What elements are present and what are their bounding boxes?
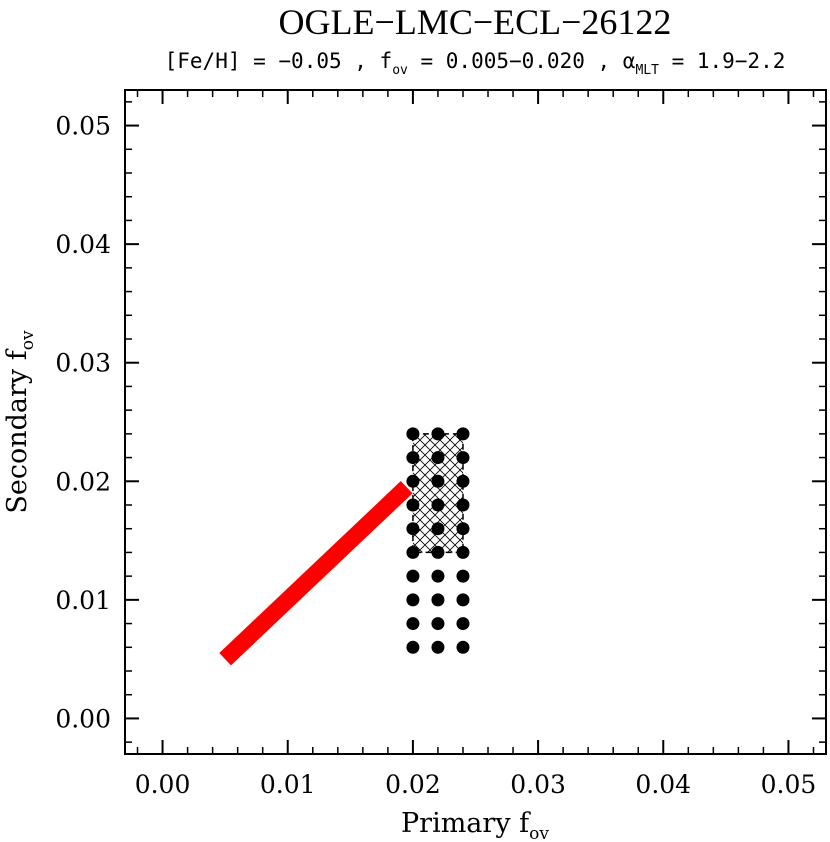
point xyxy=(431,569,445,583)
subtitle-part: = 0.005−0.020 , α xyxy=(408,49,636,73)
point xyxy=(456,640,470,654)
y-tick-label: 0.05 xyxy=(55,112,111,141)
point xyxy=(406,498,420,512)
point xyxy=(406,451,420,465)
x-tick-label: 0.00 xyxy=(135,770,191,799)
y-tick-label: 0.01 xyxy=(55,586,111,615)
point xyxy=(431,617,445,631)
plot-area: 0.00 0.01 0.02 0.03 0.04 0.05 0.00 0.01 0.02 0.03… xyxy=(55,90,826,799)
x-axis-label: Primary fov xyxy=(401,808,549,842)
chart-subtitle: [Fe/H] = −0.05 , fov = 0.005−0.020 , αML… xyxy=(165,49,786,78)
x-tick-label: 0.01 xyxy=(260,770,316,799)
point xyxy=(406,427,420,441)
point xyxy=(456,593,470,607)
point xyxy=(406,617,420,631)
point xyxy=(456,522,470,536)
point xyxy=(406,474,420,488)
point xyxy=(406,640,420,654)
point xyxy=(406,522,420,536)
y-tick-label: 0.00 xyxy=(55,704,111,733)
point xyxy=(456,569,470,583)
point xyxy=(431,451,445,465)
y-label-subscript: ov xyxy=(18,330,38,350)
chart-title: OGLE−LMC−ECL−26122 xyxy=(279,2,672,42)
x-tick-label: 0.03 xyxy=(510,770,566,799)
y-tick-label: 0.04 xyxy=(55,230,111,259)
subtitle-part: = 1.9−2.2 xyxy=(659,49,785,73)
subtitle-subscript: MLT xyxy=(635,63,659,78)
y-tick-label: 0.03 xyxy=(55,349,111,378)
point xyxy=(431,522,445,536)
plot-frame xyxy=(124,89,827,755)
y-tick-label: 0.02 xyxy=(55,467,111,496)
x-label-part: Primary f xyxy=(401,808,531,839)
point xyxy=(431,474,445,488)
x-label-subscript: ov xyxy=(529,824,549,842)
y-axis-label: Secondary fov xyxy=(2,330,38,514)
subtitle-part: [Fe/H] = −0.05 , f xyxy=(165,49,393,73)
x-tick-label: 0.05 xyxy=(761,770,817,799)
subtitle-subscript: ov xyxy=(392,63,408,78)
point xyxy=(406,569,420,583)
point xyxy=(456,451,470,465)
point xyxy=(431,545,445,559)
point xyxy=(456,498,470,512)
x-tick-label: 0.02 xyxy=(385,770,441,799)
x-tick-label: 0.04 xyxy=(635,770,691,799)
point xyxy=(406,593,420,607)
point xyxy=(456,427,470,441)
point xyxy=(456,617,470,631)
y-label-part: Secondary f xyxy=(2,348,33,513)
point xyxy=(456,545,470,559)
thick-line xyxy=(219,481,413,666)
point xyxy=(431,427,445,441)
point xyxy=(431,498,445,512)
point xyxy=(456,474,470,488)
point xyxy=(431,593,445,607)
point xyxy=(406,545,420,559)
point xyxy=(431,640,445,654)
